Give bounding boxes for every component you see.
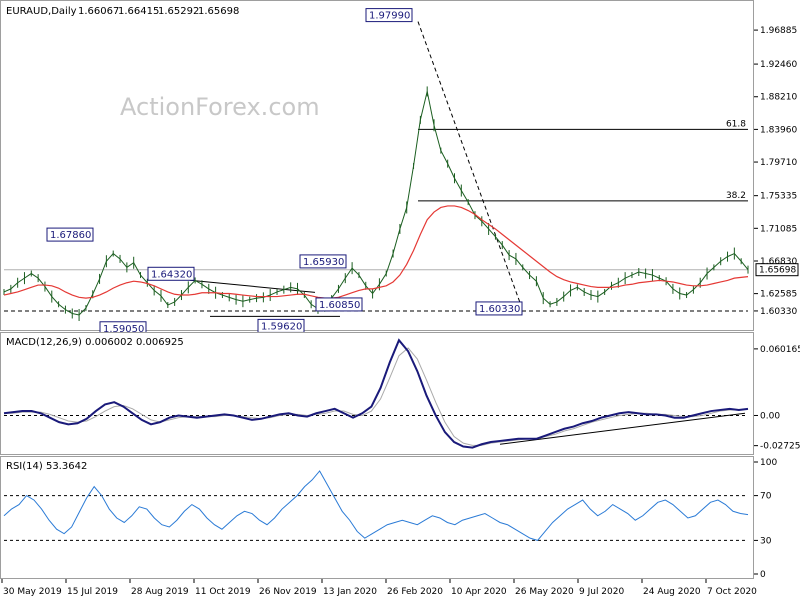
price-annotation-label: 1.59620 bbox=[261, 321, 302, 332]
x-tick-label: 26 Nov 2019 bbox=[259, 587, 317, 597]
x-tick-label: 24 Aug 2020 bbox=[643, 587, 701, 597]
price-y-tick-label: 1.75335 bbox=[760, 192, 797, 202]
rsi-y-tick-label: 70 bbox=[760, 492, 772, 502]
fib-label-0: 61.8 bbox=[726, 119, 746, 129]
x-tick-label: 13 Jan 2020 bbox=[323, 587, 377, 597]
x-tick-label: 30 May 2019 bbox=[3, 587, 62, 597]
current-price-label: 1.65698 bbox=[759, 266, 796, 276]
price-annotation-label: 1.67860 bbox=[50, 230, 91, 241]
macd-y-tick-label: 0.00 bbox=[760, 411, 780, 421]
x-tick-label: 26 May 2020 bbox=[515, 587, 574, 597]
x-tick-label: 15 Jul 2019 bbox=[67, 587, 118, 597]
x-tick-label: 10 Apr 2020 bbox=[451, 587, 507, 597]
price-y-tick-label: 1.96885 bbox=[760, 26, 797, 36]
rsi-y-tick-label: 100 bbox=[760, 458, 777, 468]
x-tick-label: 9 Jul 2020 bbox=[579, 587, 624, 597]
price-y-tick-label: 1.92460 bbox=[760, 60, 797, 70]
rsi-title: RSI(14) 53.3642 bbox=[6, 461, 87, 472]
price-y-axis: 1.96885 1.92460 1.88210 1.83960 1.79710 1.753… bbox=[754, 26, 798, 317]
price-panel: EURAUD,Daily 1.66067 1.66415 1.65292 1.6… bbox=[1, 1, 799, 335]
x-tick-label: 28 Aug 2019 bbox=[131, 587, 189, 597]
price-y-tick-label: 1.62585 bbox=[760, 290, 797, 300]
x-axis: 30 May 2019 15 Jul 2019 28 Aug 2019 11 Oct … bbox=[2, 579, 757, 597]
rsi-panel: RSI(14) 53.3642 100 70 30 0 bbox=[1, 457, 778, 581]
rsi-y-tick-label: 30 bbox=[760, 536, 772, 546]
chart-header-low: 1.65292 bbox=[158, 6, 199, 17]
macd-y-tick-label: -0.02725 bbox=[760, 442, 800, 452]
watermark: ActionForex.com bbox=[120, 93, 320, 121]
price-y-tick-label: 1.88210 bbox=[760, 93, 797, 103]
macd-y-axis: 0.060165 0.00 -0.02725 bbox=[754, 345, 800, 452]
chart-header-close: 1.65698 bbox=[198, 6, 239, 17]
macd-title: MACD(12,26,9) 0.006002 0.006925 bbox=[6, 337, 184, 348]
macd-y-tick-label: 0.060165 bbox=[760, 345, 800, 355]
x-tick-label: 7 Oct 2020 bbox=[707, 587, 757, 597]
rsi-y-axis: 100 70 30 0 bbox=[754, 458, 777, 580]
price-y-tick-label: 1.79710 bbox=[760, 158, 797, 168]
chart-header-symbol: EURAUD,Daily bbox=[6, 6, 77, 17]
chart-header-high: 1.66415 bbox=[118, 6, 159, 17]
fib-label-1: 38.2 bbox=[726, 191, 746, 201]
x-tick-label: 26 Feb 2020 bbox=[387, 587, 443, 597]
price-y-tick-label: 1.60330 bbox=[760, 307, 797, 317]
price-y-tick-label: 1.83960 bbox=[760, 125, 797, 135]
x-tick-label: 11 Oct 2019 bbox=[195, 587, 251, 597]
price-y-tick-label: 1.71085 bbox=[760, 224, 797, 234]
price-annotation-label: 1.64320 bbox=[151, 269, 192, 280]
rsi-y-tick-label: 0 bbox=[760, 570, 766, 580]
macd-panel: MACD(12,26,9) 0.006002 0.006925 0.060165… bbox=[1, 333, 800, 455]
price-annotation-label: 1.60850 bbox=[319, 300, 360, 311]
price-annotation-label: 1.97990 bbox=[369, 11, 410, 22]
price-annotation-label: 1.60330 bbox=[479, 304, 520, 315]
chart-header-open: 1.66067 bbox=[78, 6, 119, 17]
price-annotation-label: 1.65930 bbox=[303, 257, 344, 268]
